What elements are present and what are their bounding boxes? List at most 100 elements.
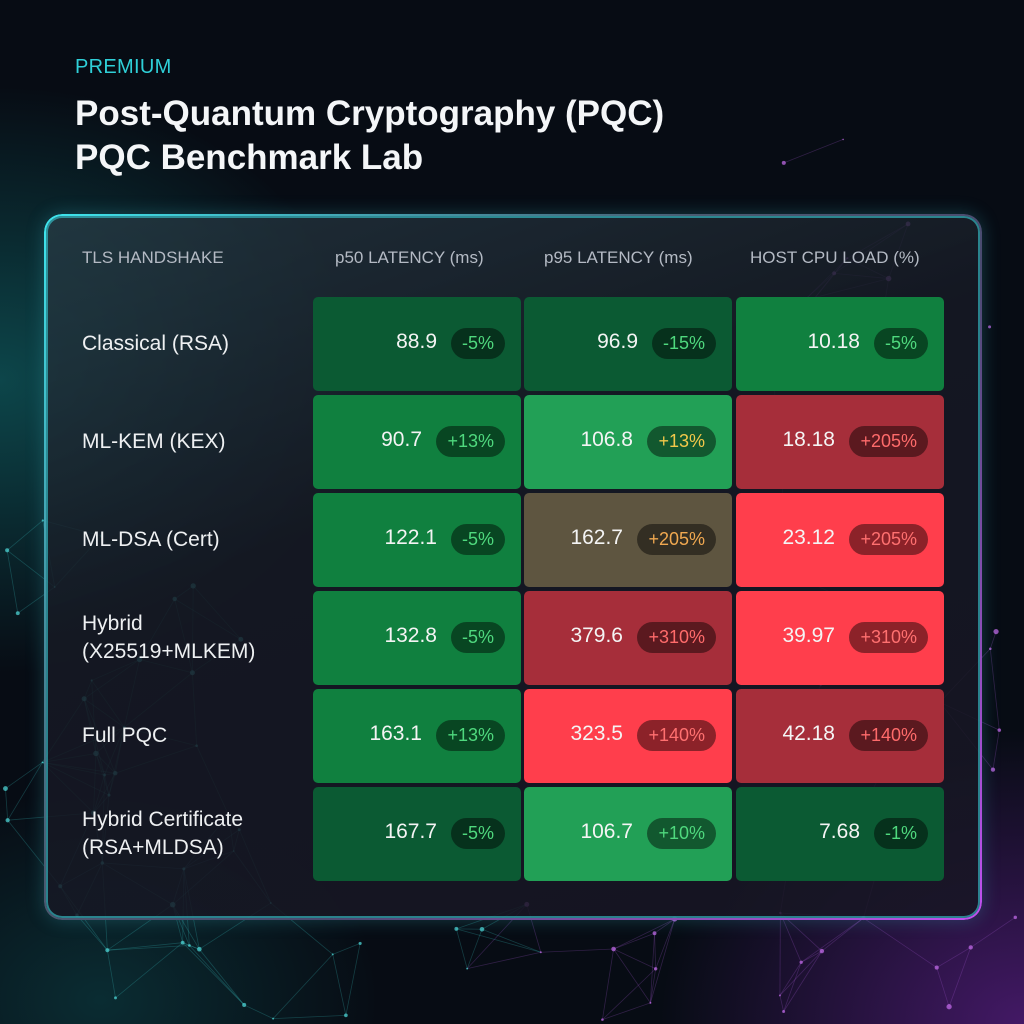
network-line [936,947,971,968]
delta-badge: +205% [849,524,928,555]
delta-badge: -5% [450,818,505,849]
cell-value: 162.7 [570,526,623,549]
network-line [783,962,802,1012]
network-line [481,928,541,953]
network-line [613,948,656,970]
network-node [799,960,803,964]
network-line [655,918,676,969]
network-line [273,1014,346,1019]
delta-badge: +13% [436,426,505,457]
network-line [970,917,1016,948]
delta-badge: -1% [873,818,928,849]
network-node [819,948,825,954]
network-node [331,953,334,956]
network-line [783,139,844,164]
network-line [199,948,245,1006]
heatmap-cell: 7.68 -1% [736,787,944,881]
network-line [244,1004,274,1019]
network-node [114,996,117,1000]
network-node [188,944,191,947]
cell-value: 90.7 [381,428,422,451]
heatmap-cell: 39.97 +310% [736,591,944,685]
row-label: ML-DSA (Cert) [82,526,220,554]
network-node [3,786,8,791]
row-label: Hybrid Certificate (RSA+MLDSA) [82,806,243,862]
cell-value: 122.1 [384,526,437,549]
network-node [968,945,973,950]
delta-badge: -5% [450,622,505,653]
network-node [649,1001,652,1004]
network-node [105,948,110,953]
network-line [948,947,972,1007]
heatmap-cell: 106.8 +13% [524,395,732,489]
title-line-1: Post-Quantum Cryptography (PQC) [75,94,665,133]
network-node [1013,915,1018,920]
row-label-line: (RSA+MLDSA) [82,836,224,859]
network-line [780,912,802,963]
heatmap-cell: 167.7 -5% [313,787,521,881]
network-line [332,943,361,955]
network-line [650,968,657,1003]
network-node [990,767,996,772]
network-node [997,728,1002,732]
network-line [182,942,200,950]
network-line [863,917,937,968]
network-node [15,611,20,616]
network-line [332,954,347,1016]
row-label: ML-KEM (KEX) [82,428,226,456]
network-node [344,1013,348,1018]
delta-badge: +13% [436,720,505,751]
cell-value: 379.6 [570,624,623,647]
network-line [602,1002,651,1021]
row-label-line: Hybrid Certificate [82,808,244,831]
delta-badge: -15% [651,328,716,359]
heatmap-cell: 132.8 -5% [313,591,521,685]
network-node [197,946,202,952]
eyebrow-label: PREMIUM [75,56,172,78]
network-line [783,950,823,1012]
network-line [456,928,541,953]
network-line [272,954,334,1019]
network-line [613,948,651,1004]
delta-badge: -5% [450,524,505,555]
page-title: Post-Quantum Cryptography (PQC) PQC Benc… [75,92,664,180]
row-label: Full PQC [82,722,167,750]
network-line [779,962,802,996]
network-line [115,942,183,999]
network-line [800,917,864,963]
delta-badge: +13% [647,426,716,457]
network-line [466,929,483,969]
network-node [466,967,469,970]
network-node [479,926,485,932]
network-line [6,520,44,551]
column-header-tls-handshake: TLS HANDSHAKE [82,248,224,267]
cell-value: 23.12 [782,526,835,549]
network-node [601,1018,604,1021]
network-line [5,788,9,821]
heatmap-cell: 42.18 +140% [736,689,944,783]
row-label-line: Full PQC [82,724,168,747]
cell-value: 163.1 [369,722,422,745]
network-line [7,762,43,821]
column-header: p50 LATENCY (ms) [335,248,484,267]
row-label-line: Classical (RSA) [82,332,230,355]
heatmap-cell: 23.12 +205% [736,493,944,587]
heatmap-cell: 96.9 -15% [524,297,732,391]
network-line [779,995,784,1012]
row-label-line: Hybrid [82,612,143,635]
network-node [539,951,542,954]
network-node [988,647,992,651]
network-line [602,968,656,1020]
network-line [936,967,950,1007]
network-node [358,941,362,945]
heatmap-cell: 323.5 +140% [524,689,732,783]
network-line [455,928,468,969]
network-line [779,950,823,996]
network-line [989,631,997,649]
network-line [106,950,116,998]
heatmap-cell: 379.6 +310% [524,591,732,685]
network-node [611,946,616,952]
network-line [5,762,43,789]
heatmap-cell: 122.1 -5% [313,493,521,587]
network-line [613,932,655,950]
